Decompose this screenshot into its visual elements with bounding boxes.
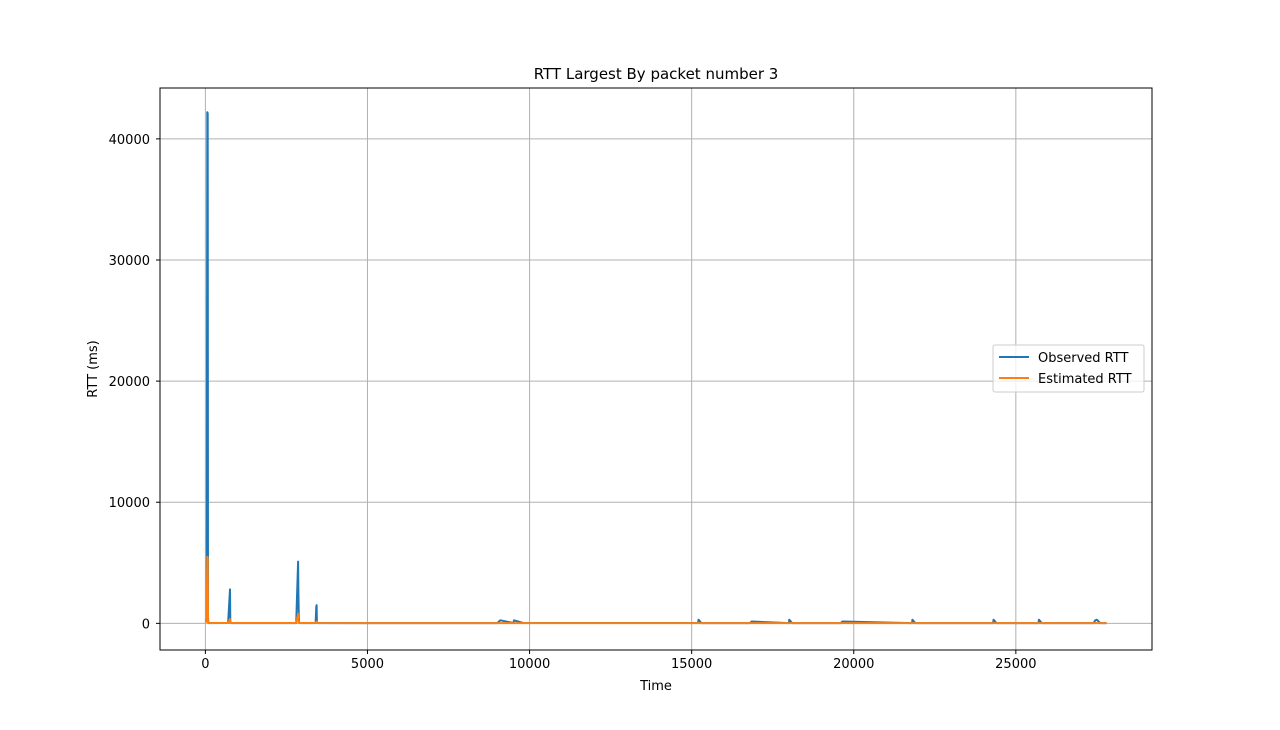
legend-label-observed-rtt: Observed RTT [1038,351,1128,366]
legend-box [992,344,1145,393]
legend-label-estimated-rtt: Estimated RTT [1038,372,1132,387]
x-tick-label: 20000 [833,657,874,672]
y-axis-label: RTT (ms) [86,340,101,397]
plot-background [160,88,1152,650]
y-tick-label: 10000 [109,496,150,511]
axis-ticks: 0 5000 10000 15000 20000 25000 0 10000 20000 3000… [109,133,1037,672]
x-tick-label: 15000 [671,657,712,672]
y-tick-label: 0 [142,617,150,632]
y-tick-label: 40000 [109,133,150,148]
plot-frame [159,87,1153,651]
legend: Observed RTT Estimated RTT [992,344,1145,393]
x-axis-label: Time [639,679,672,694]
series-line-estimated-rtt [204,555,1107,625]
series-layer [204,111,1107,625]
x-tick-label: 0 [201,657,209,672]
chart-title: RTT Largest By packet number 3 [534,65,779,83]
x-tick-label: 10000 [509,657,550,672]
x-tick-label: 25000 [995,657,1036,672]
y-tick-label: 20000 [109,375,150,390]
x-tick-label: 5000 [351,657,384,672]
y-tick-label: 30000 [109,254,150,269]
